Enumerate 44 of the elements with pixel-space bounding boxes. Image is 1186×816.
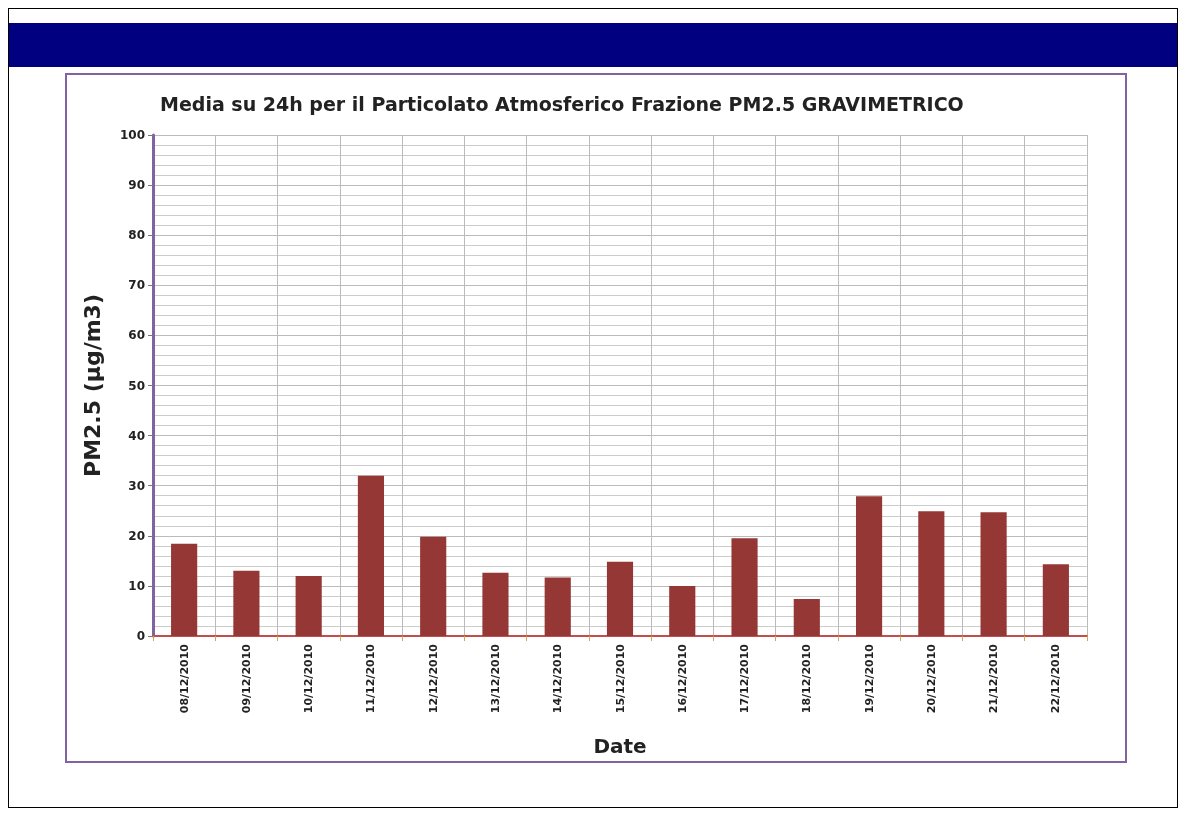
x-tick-label: 22/12/2010: [1049, 643, 1063, 714]
chart-title: Media su 24h per il Particolato Atmosferico Frazione PM2.5 GRAVIMETRICO: [160, 92, 964, 115]
bar: [482, 572, 509, 636]
bar: [731, 538, 758, 636]
bar: [918, 511, 945, 636]
bar: [544, 577, 571, 636]
x-tick-label: 21/12/2010: [987, 643, 1001, 714]
bar: [606, 561, 634, 636]
x-tick-label: 10/12/2010: [302, 643, 316, 714]
y-tick-label: 80: [128, 228, 145, 243]
x-tick-label: 17/12/2010: [738, 643, 752, 714]
y-axis-title: PM2.5 (µg/m3): [79, 294, 105, 477]
y-tick-label: 10: [128, 578, 145, 593]
x-tick-label: 08/12/2010: [177, 643, 191, 714]
bar: [233, 570, 260, 636]
y-tick-label: 70: [128, 278, 145, 293]
bar: [793, 598, 820, 636]
x-tick-label: 15/12/2010: [613, 643, 627, 714]
bar: [295, 575, 322, 636]
bar: [855, 496, 883, 636]
x-tick-label: 18/12/2010: [800, 643, 814, 714]
y-tick-label: 20: [128, 528, 145, 543]
x-tick-label: 13/12/2010: [488, 643, 502, 714]
x-tick-label: 09/12/2010: [239, 643, 253, 714]
y-tick-label: 0: [136, 629, 145, 643]
bar: [1042, 564, 1069, 636]
y-tick-label: 60: [128, 328, 145, 343]
bar: [420, 536, 447, 636]
bar: [357, 475, 385, 636]
y-tick-label: 100: [119, 128, 145, 142]
x-tick-label: 19/12/2010: [862, 643, 876, 714]
x-tick-label: 14/12/2010: [551, 643, 565, 714]
x-tick-label: 16/12/2010: [675, 643, 689, 714]
x-tick-label: 12/12/2010: [426, 643, 440, 714]
y-tick-label: 90: [128, 178, 145, 193]
y-tick-label: 50: [128, 378, 145, 393]
bar: [171, 543, 198, 636]
x-tick-label: 11/12/2010: [364, 643, 378, 714]
x-axis-title: Date: [593, 734, 647, 758]
bar: [669, 585, 696, 636]
bar: [980, 512, 1007, 636]
x-tick-label: 20/12/2010: [924, 643, 938, 714]
y-tick-label: 40: [128, 428, 145, 443]
y-tick-label: 30: [128, 478, 145, 493]
